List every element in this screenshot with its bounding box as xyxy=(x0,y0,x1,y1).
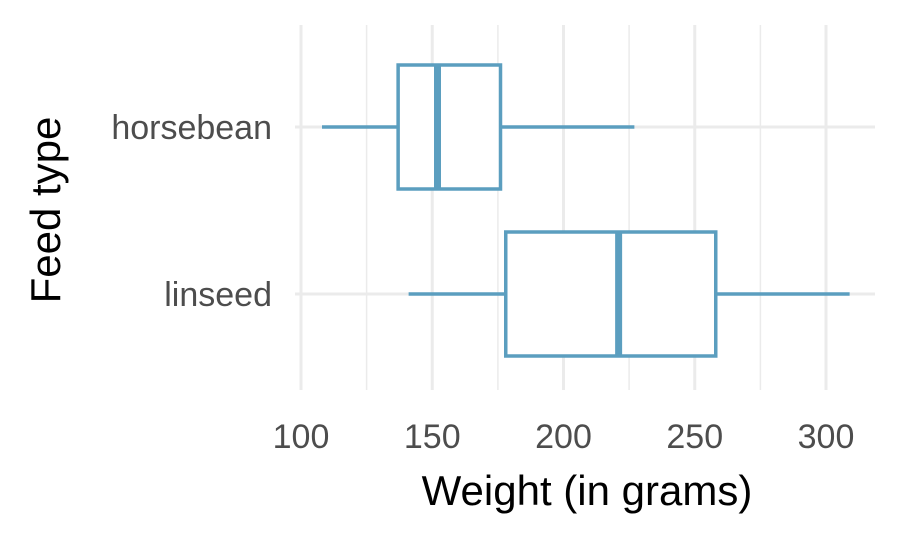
x-tick-label: 250 xyxy=(666,418,723,456)
box-linseed xyxy=(504,230,718,358)
x-tick-label: 200 xyxy=(535,418,592,456)
y-tick-label: linseed xyxy=(164,276,272,314)
y-axis-title: Feed type xyxy=(22,117,69,304)
x-tick-label: 100 xyxy=(273,418,330,456)
box-group xyxy=(322,63,850,358)
box-horsebean xyxy=(396,63,503,191)
x-axis-ticks: 100 150 200 250 300 xyxy=(273,418,855,456)
y-tick-label: horsebean xyxy=(111,109,272,147)
y-axis-ticks: horsebean linseed xyxy=(111,109,272,314)
x-tick-label: 150 xyxy=(404,418,461,456)
x-axis-title: Weight (in grams) xyxy=(422,467,753,514)
x-tick-label: 300 xyxy=(798,418,855,456)
